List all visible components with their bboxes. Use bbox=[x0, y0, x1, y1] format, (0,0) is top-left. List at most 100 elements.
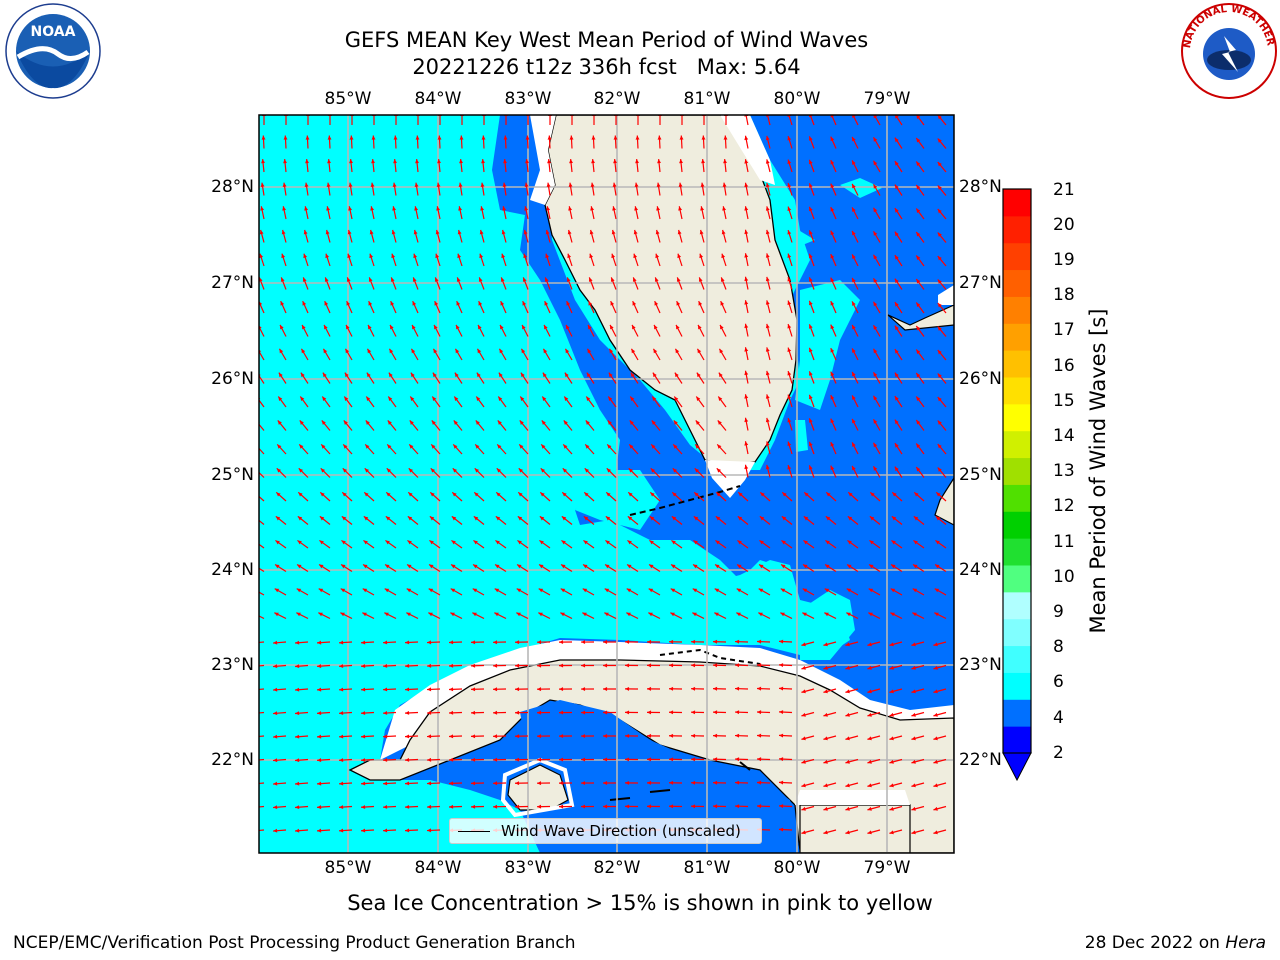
wave-direction-arrowhead bbox=[368, 277, 373, 282]
wave-direction-arrowhead bbox=[275, 564, 280, 569]
wave-direction-arrowhead bbox=[342, 492, 347, 497]
wave-direction-arrowhead bbox=[569, 159, 574, 164]
lat-label: 23°N bbox=[959, 655, 1002, 675]
wave-direction-arrowhead bbox=[364, 468, 370, 473]
wave-direction-arrowhead bbox=[852, 348, 856, 353]
wave-direction-arrowhead bbox=[409, 420, 414, 425]
wave-direction-arrowhead bbox=[721, 253, 726, 259]
wave-direction-arrowhead bbox=[779, 663, 784, 668]
wave-direction-arrowhead bbox=[298, 468, 304, 473]
wave-direction-arrowhead bbox=[765, 441, 770, 446]
colorbar-band bbox=[1003, 189, 1031, 217]
wave-direction-arrowhead bbox=[809, 253, 813, 259]
wave-direction-arrowhead bbox=[454, 372, 459, 378]
wave-direction-arrowhead bbox=[937, 302, 942, 308]
wave-direction-arrowhead bbox=[781, 564, 786, 569]
wave-direction-arrowhead bbox=[449, 687, 454, 692]
wave-direction-arrowhead bbox=[317, 758, 322, 763]
wave-direction-arrowhead bbox=[280, 301, 285, 306]
wave-direction-arrowhead bbox=[583, 540, 588, 545]
colorbar-band bbox=[1003, 215, 1031, 244]
wave-direction-arrowhead bbox=[765, 253, 770, 258]
wave-direction-arrowhead bbox=[720, 277, 725, 282]
wave-direction-arrowhead bbox=[436, 182, 441, 187]
wave-direction-arrow bbox=[745, 115, 749, 126]
wave-direction-arrowhead bbox=[852, 395, 856, 400]
lon-label: 83°W bbox=[504, 858, 552, 878]
wave-direction-arrowhead bbox=[867, 642, 872, 647]
wave-direction-arrowhead bbox=[347, 253, 352, 259]
wave-direction-arrowhead bbox=[581, 710, 586, 715]
wave-direction-arrowhead bbox=[787, 230, 792, 235]
wave-direction-arrowhead bbox=[519, 444, 524, 449]
wave-direction-arrowhead bbox=[628, 468, 634, 473]
wave-direction-arrowhead bbox=[868, 612, 873, 617]
wave-direction-arrowhead bbox=[273, 734, 278, 739]
wave-direction-arrowhead bbox=[407, 516, 413, 521]
wave-direction-arrowhead bbox=[630, 396, 635, 401]
wave-direction-arrowhead bbox=[274, 612, 279, 617]
wave-direction-arrowhead bbox=[675, 348, 680, 354]
wave-direction-arrowhead bbox=[429, 516, 435, 521]
wave-direction-arrowhead bbox=[517, 564, 522, 569]
wave-direction-arrowhead bbox=[607, 420, 612, 425]
wave-direction-arrowhead bbox=[672, 492, 677, 497]
colorbar-band bbox=[1003, 645, 1031, 673]
wave-direction-arrowhead bbox=[873, 137, 878, 142]
wave-direction-arrowhead bbox=[759, 540, 764, 545]
wave-direction-arrowhead bbox=[830, 207, 835, 212]
wave-direction-arrowhead bbox=[260, 182, 265, 187]
colorbar-tick: 16 bbox=[1053, 356, 1075, 376]
wave-direction-arrowhead bbox=[317, 828, 322, 833]
wave-direction-arrowhead bbox=[343, 420, 348, 425]
wave-direction-arrowhead bbox=[757, 663, 762, 668]
wave-direction-arrowhead bbox=[868, 588, 874, 593]
wave-direction-arrowhead bbox=[852, 465, 856, 471]
wave-direction-arrowhead bbox=[693, 540, 698, 545]
wave-direction-arrowhead bbox=[364, 492, 369, 497]
wave-direction-arrow bbox=[259, 711, 265, 714]
wave-direction-arrowhead bbox=[295, 805, 300, 810]
wave-direction-arrowhead bbox=[339, 758, 344, 763]
wind-wave-direction-arrows bbox=[259, 115, 947, 835]
wave-direction-arrowhead bbox=[481, 135, 486, 140]
wave-direction-arrowhead bbox=[873, 325, 878, 330]
wave-direction-arrowhead bbox=[612, 182, 617, 187]
wave-direction-arrowhead bbox=[700, 206, 705, 211]
colorbar-band bbox=[1003, 699, 1031, 727]
wave-direction-arrowhead bbox=[695, 444, 700, 449]
footer-left: NCEP/EMC/Verification Post Processing Pr… bbox=[13, 933, 576, 953]
wave-direction-arrowhead bbox=[937, 255, 942, 261]
wave-direction-arrowhead bbox=[561, 564, 566, 569]
wave-direction-arrowhead bbox=[852, 230, 856, 236]
wave-direction-arrowhead bbox=[647, 663, 652, 668]
wave-direction-arrowhead bbox=[493, 710, 498, 715]
wave-direction-arrowhead bbox=[493, 640, 498, 645]
wave-direction-arrowhead bbox=[736, 588, 742, 593]
wave-direction-arrowhead bbox=[317, 687, 322, 692]
lon-label: 82°W bbox=[593, 858, 641, 878]
wave-direction-arrowhead bbox=[605, 516, 611, 521]
colorbar-tick: 6 bbox=[1053, 672, 1064, 692]
wave-direction-arrowhead bbox=[679, 159, 684, 164]
wave-direction-arrowhead bbox=[520, 372, 525, 378]
wave-direction-arrowhead bbox=[367, 348, 372, 354]
wave-direction-arrowhead bbox=[625, 663, 630, 668]
wave-direction-arrowhead bbox=[933, 665, 938, 670]
wave-direction-arrowhead bbox=[277, 444, 282, 449]
wave-direction-arrowhead bbox=[894, 302, 899, 307]
wave-direction-arrowhead bbox=[371, 159, 376, 164]
wave-direction-arrowhead bbox=[744, 135, 749, 141]
wave-direction-arrowhead bbox=[537, 663, 542, 668]
wave-direction-arrowhead bbox=[452, 492, 457, 497]
wave-direction-arrowhead bbox=[273, 711, 278, 716]
wave-direction-arrowhead bbox=[541, 420, 546, 425]
wave-direction-arrowhead bbox=[809, 206, 813, 212]
colorbar-band bbox=[1003, 430, 1031, 459]
wave-direction-arrowhead bbox=[937, 396, 942, 402]
wave-direction-arrowhead bbox=[695, 420, 700, 425]
colorbar-tick: 17 bbox=[1053, 320, 1075, 340]
wave-direction-arrowhead bbox=[873, 301, 878, 307]
wave-direction-arrowhead bbox=[744, 300, 749, 305]
wave-direction-arrowhead bbox=[693, 564, 698, 569]
